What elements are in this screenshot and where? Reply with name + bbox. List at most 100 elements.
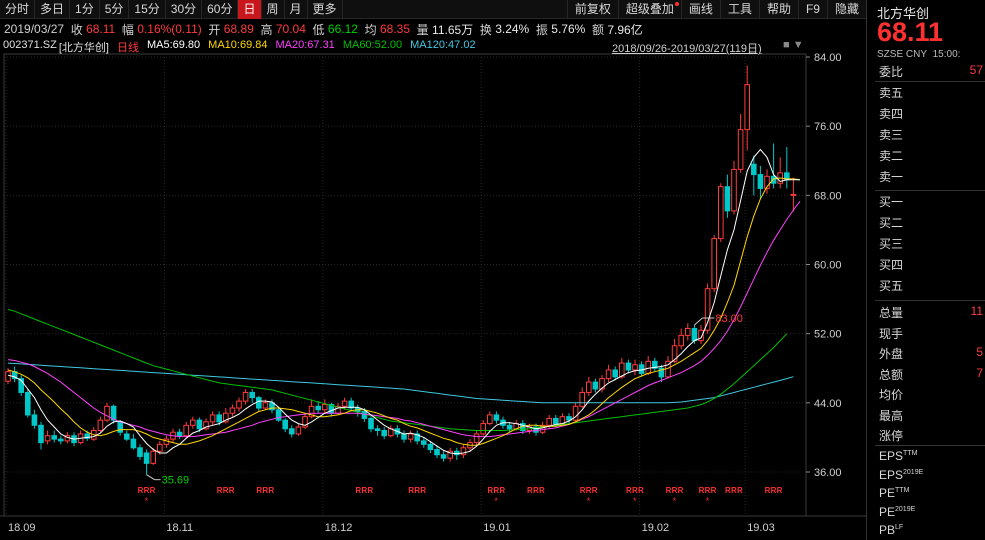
tool-button-3[interactable]: 工具: [719, 0, 759, 19]
info-close-label: 收: [70, 22, 83, 37]
stat-row: 总量 11: [879, 304, 984, 321]
candle-body: [566, 416, 572, 421]
period-tab-1[interactable]: 多日: [35, 0, 71, 19]
candle-body: [473, 433, 480, 444]
candle-body: [625, 362, 632, 371]
tool-button-5[interactable]: F9: [797, 0, 827, 19]
candle-body: [434, 449, 440, 456]
lock-icon[interactable]: ■: [783, 39, 790, 51]
last-price: 68.11: [877, 17, 944, 47]
x-tick-label: 19.01: [483, 522, 511, 534]
period-tab-0[interactable]: 分时: [0, 0, 36, 19]
signal-marker: R: [580, 486, 586, 495]
x-tick-label: 19.03: [747, 522, 775, 534]
kline-chart[interactable]: 84.00 76.00 68.00 60.00 52.00 44.00 36.00 18.09…: [0, 38, 866, 540]
ma20-line: [7, 200, 801, 438]
tool-button-0[interactable]: 前复权: [566, 0, 618, 19]
signal-marker: R: [711, 486, 717, 495]
period-tab-4[interactable]: 15分: [129, 0, 166, 19]
period-tab-9[interactable]: 月: [285, 0, 308, 19]
candle-body: [44, 435, 51, 442]
tool-button-label: 隐藏: [834, 1, 859, 16]
bid-level-label: 买四: [879, 258, 904, 272]
max-pointer: [694, 317, 703, 326]
ma60-line: [7, 309, 788, 431]
candle-body: [407, 433, 414, 440]
signal-marker: R: [493, 486, 499, 495]
quote-panel: 北方华创 68.11 SZSE CNY 15:00: 委比 57 卖五 卖四 卖三卖…: [866, 0, 985, 540]
legend-ma5: MA5:69.80: [146, 39, 201, 51]
candle-body: [31, 414, 38, 426]
period-tab-3[interactable]: 5分: [100, 0, 130, 19]
period-tab-2[interactable]: 1分: [70, 0, 100, 19]
signal-marker: R: [765, 486, 771, 495]
candle-body: [368, 417, 374, 430]
fin-metric-row: PBLF: [879, 523, 984, 537]
candle-body: [678, 334, 685, 347]
candle-body: [546, 417, 553, 426]
period-tab-5[interactable]: 30分: [166, 0, 203, 19]
candle-body: [322, 404, 328, 411]
candle-body: [612, 369, 619, 378]
fin-metric-label: EPS: [879, 449, 904, 463]
date-range-link[interactable]: 2018/09/26-2019/03/27(119日): [612, 43, 762, 55]
candle-body: [229, 407, 236, 414]
x-tick-label: 19.02: [642, 522, 670, 534]
candle-body: [275, 409, 282, 421]
candle-body: [190, 419, 196, 426]
bid-level-row: 买四: [879, 256, 984, 273]
info-turnover-label: 换: [479, 22, 492, 37]
kline-svg[interactable]: 84.00 76.00 68.00 60.00 52.00 44.00 36.00 18.09…: [0, 38, 866, 540]
candle-body: [137, 447, 143, 457]
info-high: 70.04: [275, 22, 306, 36]
bid-level-row: 买二: [879, 214, 984, 231]
signal-star-icon: *: [633, 496, 637, 506]
signal-marker: R: [217, 486, 223, 495]
signal-marker: R: [737, 486, 743, 495]
bid-level-label: 买二: [879, 216, 904, 230]
stock-name: 北方华创: [877, 6, 930, 21]
candle-body: [84, 433, 91, 439]
period-tab-7[interactable]: 日: [238, 0, 262, 19]
ask-level-label: 卖五: [879, 86, 904, 100]
stat-row: 外盘 5: [879, 345, 984, 362]
candle-body: [757, 174, 764, 189]
candle-body: [421, 440, 427, 445]
exchange: SZSE: [877, 49, 904, 60]
signal-marker: R: [144, 486, 150, 495]
webi-label: 委比: [879, 65, 904, 79]
info-avg: 68.35: [379, 22, 410, 36]
stat-value: 11: [970, 304, 983, 318]
tool-button-2[interactable]: 画线: [680, 0, 720, 19]
candle-body: [5, 371, 11, 382]
chevron-down-icon[interactable]: ▼: [792, 39, 804, 51]
signal-marker: R: [262, 486, 268, 495]
candle-body: [493, 414, 500, 421]
signal-marker: R: [268, 486, 274, 495]
candle-body: [460, 447, 467, 456]
period-tab-8[interactable]: 周: [262, 0, 285, 19]
candle-body: [691, 327, 698, 342]
tool-button-6[interactable]: 隐藏: [826, 0, 866, 19]
candle-body: [289, 428, 295, 435]
period-tab-10[interactable]: 更多: [308, 0, 343, 19]
tool-button-1[interactable]: 超级叠加: [617, 0, 681, 19]
signal-marker: R: [592, 486, 598, 495]
stat-row: 现手: [879, 325, 984, 342]
ask-level-label: 卖一: [879, 170, 904, 184]
stat-label: 现手: [879, 326, 904, 341]
tool-button-4[interactable]: 帮助: [758, 0, 798, 19]
candle-body: [97, 419, 104, 431]
ask-level-row: 卖四: [879, 105, 984, 122]
signal-marker: R: [420, 486, 426, 495]
stat-row: 总额 7: [879, 366, 984, 383]
candle-body: [282, 419, 288, 430]
fin-metric-row: EPSTTM: [879, 449, 984, 463]
candle-body: [183, 424, 189, 437]
candle-body: [196, 419, 203, 430]
candle-body: [619, 362, 625, 378]
period-tab-6[interactable]: 60分: [202, 0, 239, 19]
candle-body: [480, 423, 486, 435]
candle-body: [698, 329, 704, 342]
signal-marker: R: [777, 486, 783, 495]
